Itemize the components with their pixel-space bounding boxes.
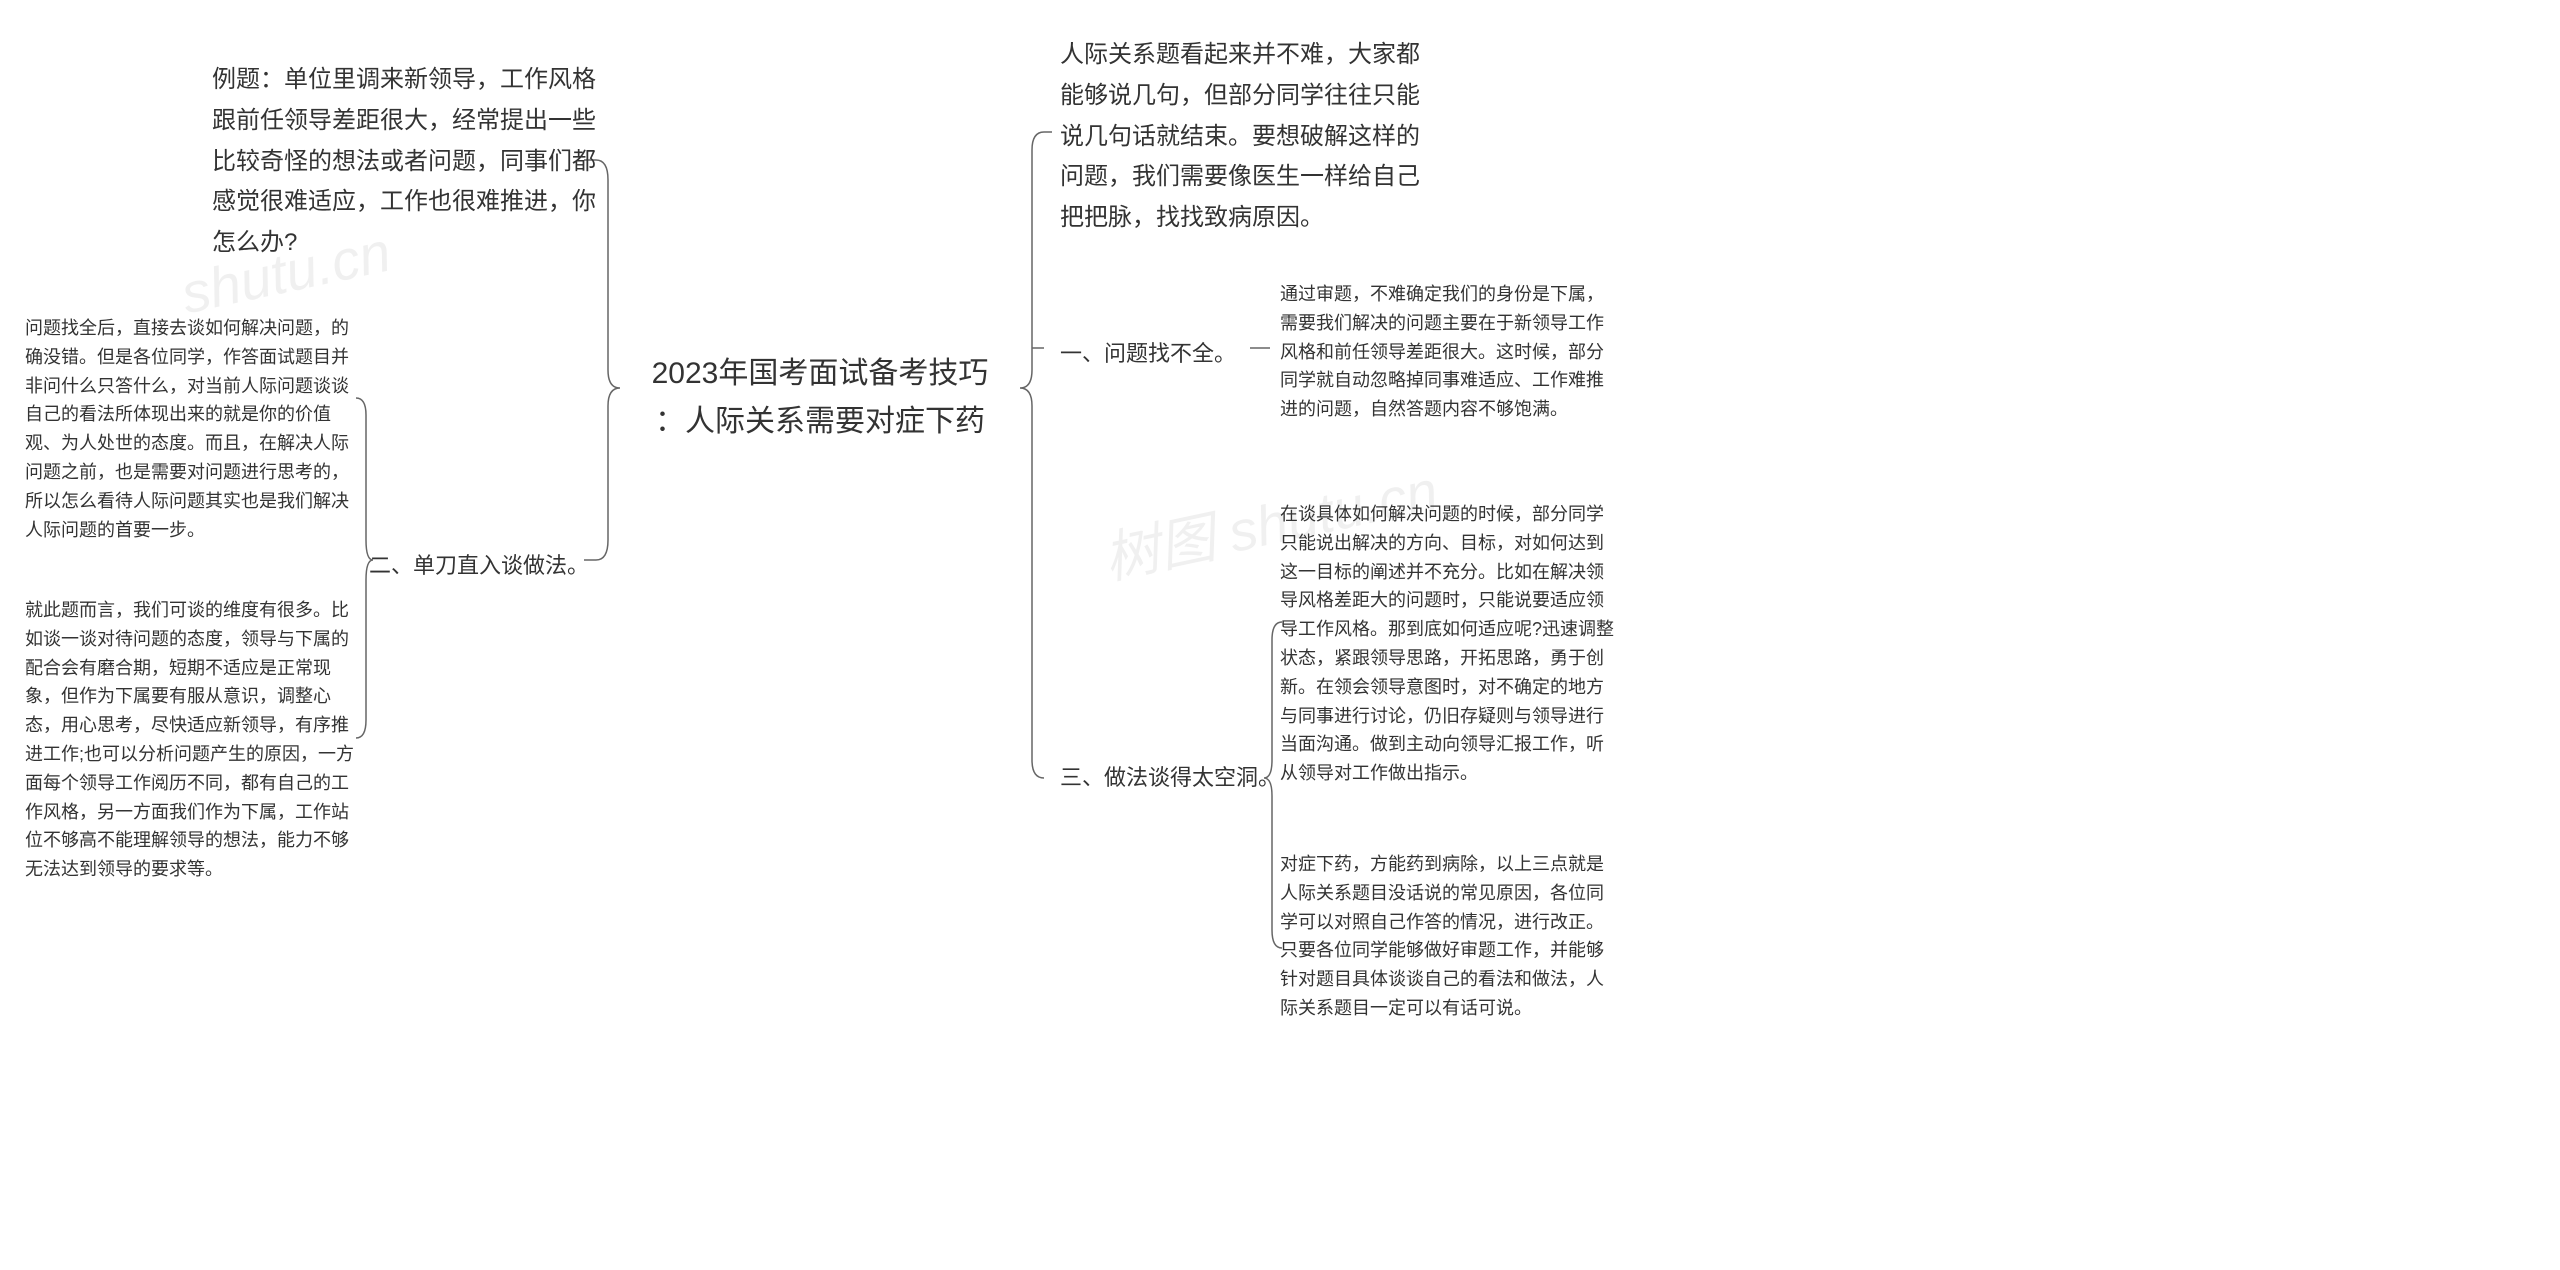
left-branch-2-leaf-1: 问题找全后，直接去谈如何解决问题，的确没错。但是各位同学，作答面试题目并非问什么… — [25, 314, 361, 544]
right-branch-1-leaf-1: 通过审题，不难确定我们的身份是下属，需要我们解决的问题主要在于新领导工作风格和前… — [1280, 280, 1616, 424]
center-node: 2023年国考面试备考技巧 ：人际关系需要对症下药 — [620, 350, 1020, 446]
right-branch-3: 三、做法谈得太空洞。 — [1060, 760, 1280, 795]
left-branch-2: 二、单刀直入谈做法。 — [369, 548, 589, 583]
right-branch-1: 一、问题找不全。 — [1060, 336, 1236, 371]
right-branch-3-leaf-1: 在谈具体如何解决问题的时候，部分同学只能说出解决的方向、目标，对如何达到这一目标… — [1280, 500, 1616, 788]
left-example-node: 例题：单位里调来新领导，工作风格跟前任领导差距很大，经常提出一些比较奇怪的想法或… — [212, 60, 604, 264]
left-branch-2-leaf-2: 就此题而言，我们可谈的维度有很多。比如谈一谈对待问题的态度，领导与下属的配合会有… — [25, 596, 361, 884]
right-branch-3-leaf-2: 对症下药，方能药到病除，以上三点就是人际关系题目没话说的常见原因，各位同学可以对… — [1280, 850, 1616, 1023]
center-title-line1: 2023年国考面试备考技巧 — [620, 350, 1020, 398]
center-title-line2: ：人际关系需要对症下药 — [620, 398, 1020, 446]
right-intro-node: 人际关系题看起来并不难，大家都能够说几句，但部分同学往往只能说几句话就结束。要想… — [1060, 35, 1440, 239]
